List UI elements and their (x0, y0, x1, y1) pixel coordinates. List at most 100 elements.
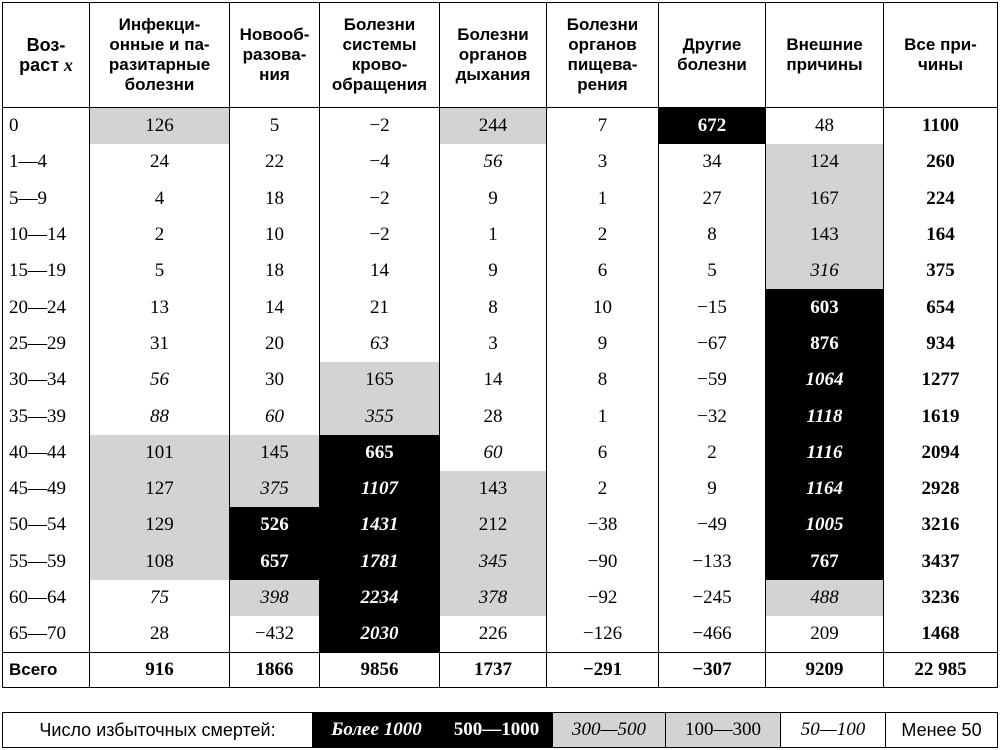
table-row: 65—70 28 −432 2030 226 −126 −466 209 1468 (2, 616, 998, 653)
age-cell: 5—9 (2, 180, 90, 217)
legend-row: Число избыточных смертей: Более 1000 500—… (2, 712, 998, 748)
total-cell: 224 (883, 180, 998, 217)
table-row: 15—19 5 18 14 9 6 5 316 375 (2, 253, 998, 290)
total-cell: 1468 (883, 616, 998, 653)
value-cell: −245 (658, 579, 766, 617)
value-cell: 165 (319, 362, 440, 399)
total-cell: 3236 (883, 579, 998, 617)
col-header-external: Внешние причины (765, 2, 884, 108)
value-cell: 398 (229, 579, 320, 617)
value-cell: 31 (89, 325, 230, 363)
value-cell: 526 (229, 507, 320, 544)
totals-value: 9209 (765, 652, 884, 689)
legend: Число избыточных смертей: Более 1000 500—… (2, 712, 998, 748)
table-row: 55—59 108 657 1781 345 −90 −133 767 3437 (2, 543, 998, 580)
total-cell: 3216 (883, 507, 998, 544)
value-cell: 2 (89, 216, 230, 254)
value-cell: 3 (439, 325, 547, 363)
value-cell: 34 (658, 144, 766, 181)
value-cell: 5 (229, 107, 320, 145)
value-cell: 1118 (765, 398, 884, 435)
totals-value: 916 (89, 652, 230, 689)
col-header-age: Воз-раст x (2, 2, 90, 108)
table-row: 25—29 31 20 63 3 9 −67 876 934 (2, 325, 998, 363)
total-cell: 2928 (883, 470, 998, 508)
value-cell: −126 (546, 616, 659, 653)
table-row: 0 126 5 −2 244 7 672 48 1100 (2, 107, 998, 145)
value-cell: −90 (546, 543, 659, 580)
col-header-circulatory: Болезни системы крово-обращения (319, 2, 440, 108)
legend-item: 100—300 (665, 712, 781, 748)
col-header-neoplasms: Новооб-разова-ния (229, 2, 320, 108)
value-cell: −2 (319, 107, 440, 145)
value-cell: 345 (439, 543, 547, 580)
totals-value: 1866 (229, 652, 320, 689)
legend-item: 300—500 (552, 712, 666, 748)
value-cell: 14 (439, 362, 547, 399)
value-cell: 10 (546, 289, 659, 326)
value-cell: 7 (546, 107, 659, 145)
table-row: 50—54 129 526 1431 212 −38 −49 1005 3216 (2, 507, 998, 544)
value-cell: 56 (439, 144, 547, 181)
table-row: 5—9 4 18 −2 9 1 27 167 224 (2, 180, 998, 217)
value-cell: 9 (546, 325, 659, 363)
value-cell: 108 (89, 543, 230, 580)
excess-deaths-table: Воз-раст x Инфекци-онные и па-разитарные… (2, 2, 998, 689)
value-cell: 5 (89, 253, 230, 290)
value-cell: 27 (658, 180, 766, 217)
value-cell: 375 (229, 470, 320, 508)
value-cell: 2030 (319, 616, 440, 653)
value-cell: 14 (319, 253, 440, 290)
value-cell: 1064 (765, 362, 884, 399)
total-cell: 1277 (883, 362, 998, 399)
value-cell: 88 (89, 398, 230, 435)
value-cell: −466 (658, 616, 766, 653)
value-cell: 657 (229, 543, 320, 580)
value-cell: 378 (439, 579, 547, 617)
table-body: 0 126 5 −2 244 7 672 48 1100 1—4 24 22 −4 56 3 34 124 260… (2, 107, 998, 689)
table-row: 45—49 127 375 1107 143 2 9 1164 2928 (2, 470, 998, 508)
value-cell: 63 (319, 325, 440, 363)
value-cell: 10 (229, 216, 320, 254)
table-row: 10—14 2 10 −2 1 2 8 143 164 (2, 216, 998, 254)
table-row: 60—64 75 398 2234 378 −92 −245 488 3236 (2, 579, 998, 617)
totals-value: 22 985 (883, 652, 998, 689)
age-cell: 35—39 (2, 398, 90, 435)
age-header-label: Воз-раст x (19, 35, 73, 75)
value-cell: 212 (439, 507, 547, 544)
total-cell: 164 (883, 216, 998, 254)
value-cell: 876 (765, 325, 884, 363)
value-cell: −32 (658, 398, 766, 435)
legend-item: Более 1000 (312, 712, 441, 748)
col-header-all: Все при-чины (883, 2, 998, 108)
value-cell: 1781 (319, 543, 440, 580)
value-cell: 2 (546, 470, 659, 508)
age-cell: 0 (2, 107, 90, 145)
total-cell: 1100 (883, 107, 998, 145)
age-cell: 40—44 (2, 434, 90, 471)
value-cell: 1005 (765, 507, 884, 544)
legend-title: Число избыточных смертей: (2, 712, 313, 748)
value-cell: −92 (546, 579, 659, 617)
value-cell: −38 (546, 507, 659, 544)
value-cell: 767 (765, 543, 884, 580)
total-cell: 1619 (883, 398, 998, 435)
value-cell: 2234 (319, 579, 440, 617)
legend-item: Менее 50 (885, 712, 998, 748)
value-cell: 18 (229, 253, 320, 290)
value-cell: 6 (546, 434, 659, 471)
total-cell: 260 (883, 144, 998, 181)
totals-value: 1737 (439, 652, 547, 689)
table-row: 35—39 88 60 355 28 1 −32 1118 1619 (2, 398, 998, 435)
value-cell: 1 (546, 398, 659, 435)
value-cell: 672 (658, 107, 766, 145)
value-cell: 209 (765, 616, 884, 653)
value-cell: −2 (319, 216, 440, 254)
age-cell: 1—4 (2, 144, 90, 181)
total-cell: 2094 (883, 434, 998, 471)
age-cell: 50—54 (2, 507, 90, 544)
value-cell: −59 (658, 362, 766, 399)
totals-value: 9856 (319, 652, 440, 689)
value-cell: 56 (89, 362, 230, 399)
total-cell: 375 (883, 253, 998, 290)
